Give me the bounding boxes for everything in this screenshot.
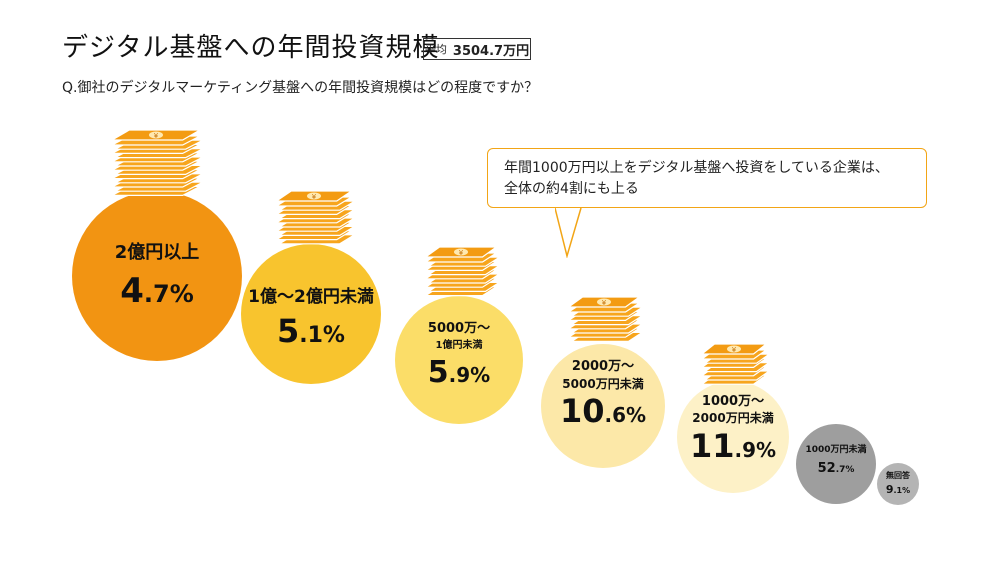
callout-line-2: 全体の約4割にも上る	[504, 181, 639, 197]
callout-tail	[555, 206, 582, 258]
bubble-3	[541, 344, 665, 468]
bubble-label-6: 無回答 9.1%	[886, 470, 911, 496]
bubble-label-5: 1000万円未満 52.7%	[805, 443, 866, 476]
category-label-3: 2000万〜	[572, 359, 634, 374]
bubble-1	[241, 244, 381, 384]
value-label-2: 5.9%	[428, 355, 490, 390]
category-label-0: 2億円以上	[115, 241, 200, 263]
bubble-label-1: 1億〜2億円未満 5.1%	[248, 286, 374, 350]
value-label-4: 11.9%	[690, 427, 776, 465]
category-label-4: 1000万〜	[702, 394, 764, 409]
bubble-label-2: 5000万〜 1億円未満 5.9%	[428, 321, 490, 390]
bubble-4	[677, 381, 789, 493]
money-stack-icon: ¥	[566, 296, 645, 342]
category-label-2: 1億円未満	[436, 338, 483, 351]
value-label-6: 9.1%	[886, 483, 910, 496]
value-label-0: 4.7%	[120, 271, 194, 311]
value-label-3: 10.6%	[560, 392, 646, 430]
category-label-4: 2000万円未満	[692, 410, 773, 425]
category-label-2: 5000万〜	[428, 321, 490, 336]
bubble-0	[72, 191, 242, 361]
category-label-1: 1億〜2億円未満	[248, 286, 374, 307]
money-stack-icon: ¥	[274, 190, 357, 245]
bubble-5	[796, 424, 876, 504]
page-title: デジタル基盤への年間投資規模	[62, 33, 440, 63]
svg-text:¥: ¥	[459, 249, 464, 257]
bubble-2	[395, 296, 523, 424]
value-label-5: 52.7%	[818, 461, 855, 476]
category-label-6: 無回答	[886, 470, 911, 480]
bubble-label-4: 1000万〜2000万円未満 11.9%	[690, 394, 776, 465]
callout-box: 年間1000万円以上をデジタル基盤へ投資をしている企業は、 全体の約4割にも上る	[487, 148, 927, 208]
survey-question: Q.御社のデジタルマーケティング基盤への年間投資規模はどの程度ですか？	[62, 80, 539, 96]
average-label: 平均	[424, 43, 447, 56]
money-stack-icon: ¥	[700, 343, 771, 385]
bubble-label-0: 2億円以上 4.7%	[115, 241, 200, 311]
bubble-6	[877, 463, 919, 505]
average-badge: 平均 3504.7万円	[423, 38, 531, 60]
svg-text:¥: ¥	[732, 346, 737, 354]
average-value: 3504.7万円	[452, 43, 530, 59]
svg-text:¥: ¥	[154, 132, 159, 140]
money-stack-icon: ¥	[109, 129, 204, 196]
money-stack-icon: ¥	[423, 246, 502, 297]
svg-text:¥: ¥	[602, 299, 607, 307]
category-label-5: 1000万円未満	[805, 443, 866, 455]
callout-line-1: 年間1000万円以上をデジタル基盤へ投資をしている企業は、	[504, 160, 889, 176]
value-label-1: 5.1%	[277, 312, 345, 350]
category-label-3: 5000万円未満	[562, 376, 643, 391]
svg-text:¥: ¥	[312, 193, 317, 201]
